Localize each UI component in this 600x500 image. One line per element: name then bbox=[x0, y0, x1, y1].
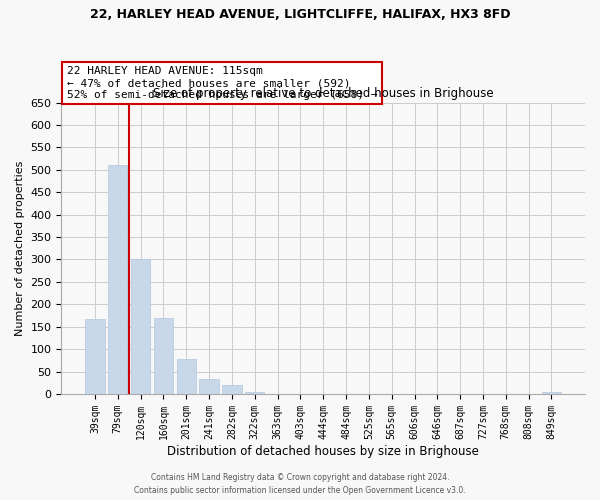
Bar bbox=[108, 166, 127, 394]
Text: Contains HM Land Registry data © Crown copyright and database right 2024.
Contai: Contains HM Land Registry data © Crown c… bbox=[134, 474, 466, 495]
Y-axis label: Number of detached properties: Number of detached properties bbox=[15, 160, 25, 336]
Bar bbox=[131, 258, 150, 394]
Bar bbox=[154, 318, 173, 394]
Bar bbox=[176, 359, 196, 394]
Bar bbox=[199, 379, 219, 394]
Text: 22 HARLEY HEAD AVENUE: 115sqm
← 47% of detached houses are smaller (592)
52% of : 22 HARLEY HEAD AVENUE: 115sqm ← 47% of d… bbox=[67, 66, 377, 100]
Bar bbox=[542, 392, 561, 394]
Title: Size of property relative to detached houses in Brighouse: Size of property relative to detached ho… bbox=[153, 87, 494, 100]
Bar bbox=[85, 319, 104, 394]
X-axis label: Distribution of detached houses by size in Brighouse: Distribution of detached houses by size … bbox=[167, 444, 479, 458]
Bar bbox=[245, 392, 265, 394]
Bar bbox=[222, 385, 242, 394]
Text: 22, HARLEY HEAD AVENUE, LIGHTCLIFFE, HALIFAX, HX3 8FD: 22, HARLEY HEAD AVENUE, LIGHTCLIFFE, HAL… bbox=[90, 8, 510, 20]
